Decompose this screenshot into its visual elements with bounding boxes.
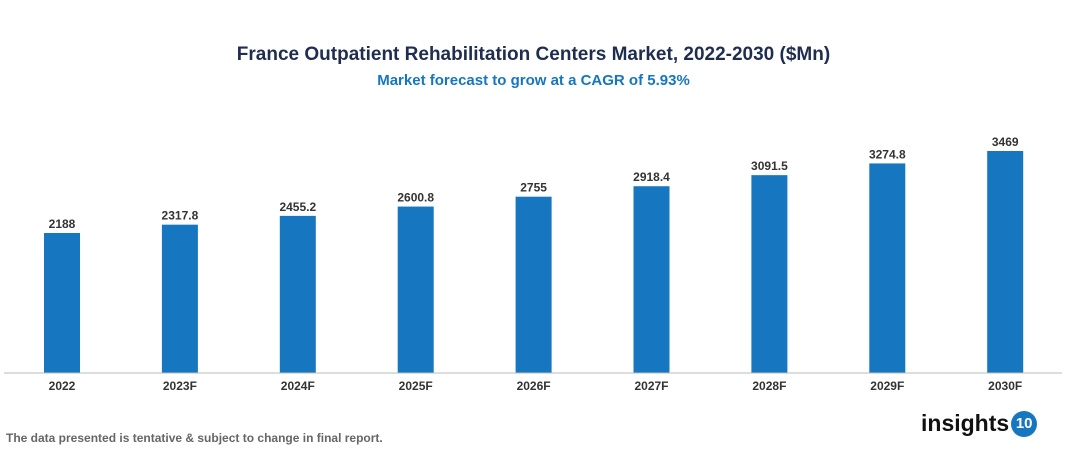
bar (397, 206, 434, 373)
logo-badge: 10 (1011, 410, 1038, 437)
data-label: 3091.5 (751, 159, 788, 173)
bar (515, 196, 552, 373)
bar (161, 224, 198, 373)
x-tick-label: 2022 (49, 379, 76, 393)
data-label: 3274.8 (869, 147, 906, 161)
x-tick-label: 2027F (634, 379, 668, 393)
chart-title: France Outpatient Rehabilitation Centers… (236, 44, 831, 65)
x-tick-label: 2029F (870, 379, 904, 393)
x-tick-label: 2030F (988, 379, 1022, 393)
bar (987, 151, 1024, 373)
footnote: The data presented is tentative & subjec… (6, 431, 383, 445)
bar (751, 175, 788, 373)
data-label: 2317.8 (162, 209, 199, 223)
bar (44, 232, 80, 373)
bar (869, 163, 906, 373)
bar-chart: 2188 2022 2317.8 2023F 2455.2 2024F 2600.8 2025… (4, 135, 1062, 393)
x-tick-label: 2028F (752, 379, 786, 393)
bar (279, 215, 316, 373)
bar (633, 186, 670, 373)
data-label: 2755 (520, 181, 547, 195)
x-tick-label: 2025F (399, 379, 433, 393)
data-label: 2600.8 (397, 191, 434, 205)
x-tick-label: 2026F (517, 379, 551, 393)
data-label: 3469 (992, 135, 1019, 149)
data-label: 2188 (49, 217, 76, 231)
chart-subtitle: Market forecast to grow at a CAGR of 5.9… (377, 72, 690, 89)
data-label: 2918.4 (633, 170, 670, 184)
x-tick-label: 2024F (281, 379, 315, 393)
x-tick-label: 2023F (163, 379, 197, 393)
data-label: 2455.2 (279, 200, 316, 214)
logo-text: insights (921, 410, 1010, 436)
insights10-logo: insights 10 (921, 410, 1038, 437)
